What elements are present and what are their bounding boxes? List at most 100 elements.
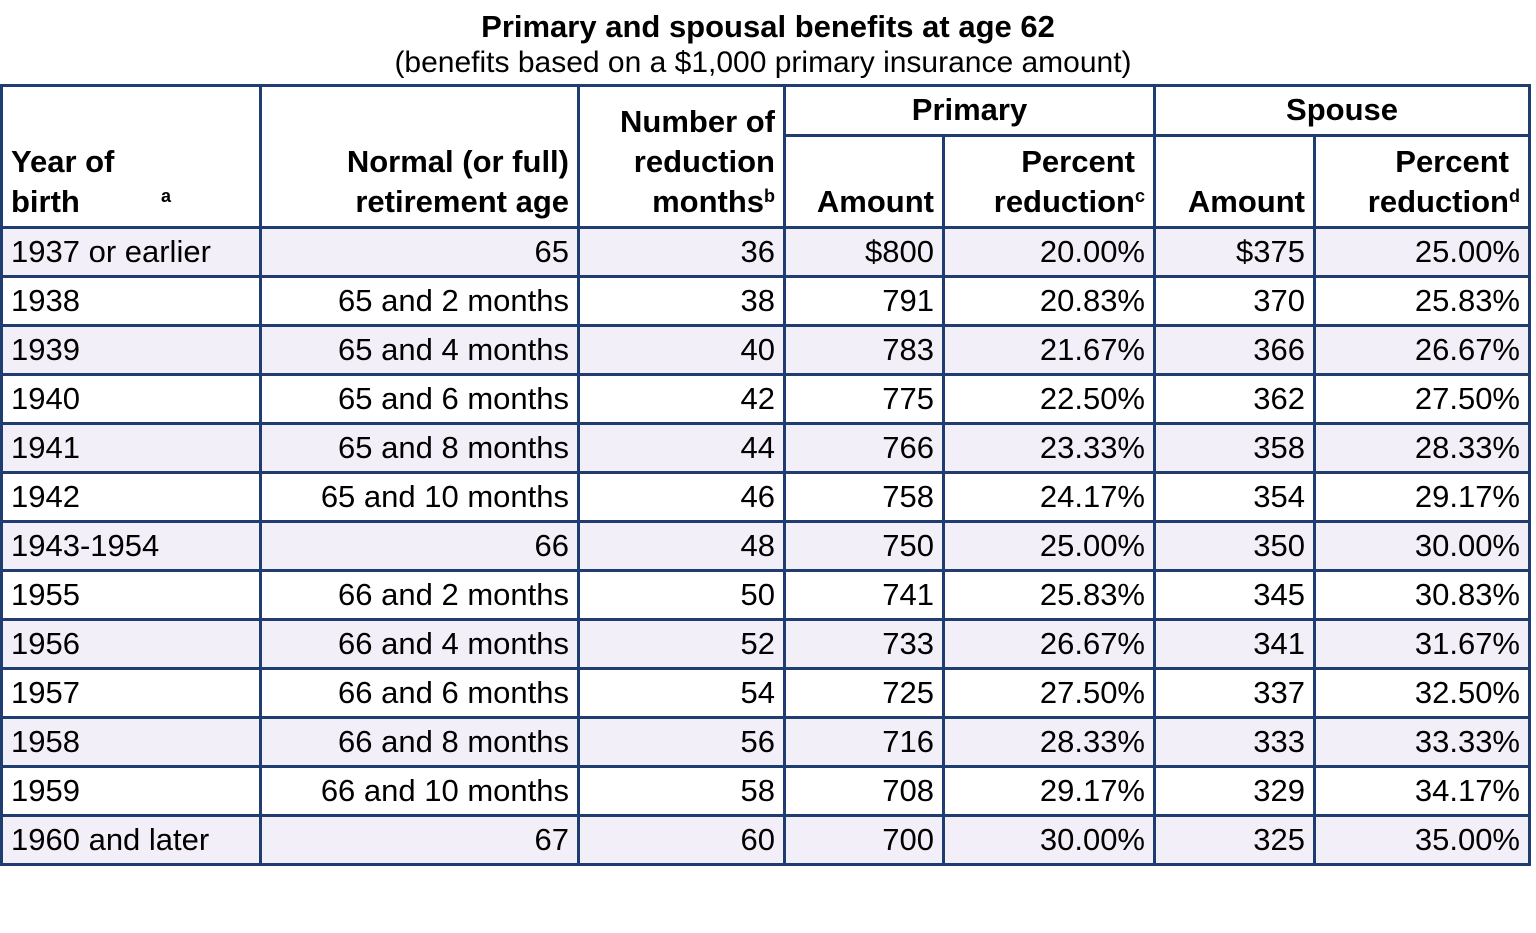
cell-retirement-age: 66 and 6 months	[259, 667, 580, 719]
header-spouse-percent: Percent reductiond	[1313, 134, 1531, 229]
cell-primary-amount: 700	[783, 814, 945, 866]
cell-retirement-age: 67	[259, 814, 580, 866]
cell-retirement-age: 65 and 10 months	[259, 471, 580, 523]
cell-primary-percent: 20.83%	[942, 275, 1156, 327]
cell-primary-amount: 750	[783, 520, 945, 572]
cell-year-of-birth: 1959	[0, 765, 262, 817]
cell-primary-amount: 758	[783, 471, 945, 523]
cell-year-of-birth: 1958	[0, 716, 262, 768]
table-row: 1958 66 and 8 months 56 716 28.33% 333 33.33%	[0, 716, 1531, 768]
table-row: 1943-1954 66 48 750 25.00% 350 30.00%	[0, 520, 1531, 572]
cell-primary-percent: 22.50%	[942, 373, 1156, 425]
cell-retirement-age: 65 and 8 months	[259, 422, 580, 474]
cell-spouse-percent: 28.33%	[1313, 422, 1531, 474]
header-reduction-months-label: Number of reduction months	[620, 104, 775, 219]
cell-retirement-age: 66 and 10 months	[259, 765, 580, 817]
cell-retirement-age: 66 and 4 months	[259, 618, 580, 670]
header-retirement-age: Normal (or full) retirement age	[259, 84, 580, 229]
footnote-c: c	[1134, 186, 1145, 206]
cell-primary-amount: 775	[783, 373, 945, 425]
header-spouse-amount: Amount	[1153, 134, 1316, 229]
cell-year-of-birth: 1939	[0, 324, 262, 376]
cell-primary-amount: 791	[783, 275, 945, 327]
cell-spouse-percent: 34.17%	[1313, 765, 1531, 817]
cell-year-of-birth: 1943-1954	[0, 520, 262, 572]
table-row: 1940 65 and 6 months 42 775 22.50% 362 27.50%	[0, 373, 1531, 425]
table-body: 1937 or earlier 65 36 $800 20.00% $375 25.00% 1…	[0, 226, 1531, 866]
cell-reduction-months: 52	[577, 618, 786, 670]
cell-retirement-age: 65 and 6 months	[259, 373, 580, 425]
cell-primary-percent: 28.33%	[942, 716, 1156, 768]
cell-year-of-birth: 1957	[0, 667, 262, 719]
cell-spouse-percent: 33.33%	[1313, 716, 1531, 768]
cell-primary-amount: 725	[783, 667, 945, 719]
cell-reduction-months: 46	[577, 471, 786, 523]
footnote-d: d	[1509, 186, 1520, 206]
cell-primary-amount: 733	[783, 618, 945, 670]
cell-primary-amount: 766	[783, 422, 945, 474]
cell-retirement-age: 65 and 2 months	[259, 275, 580, 327]
table-row: 1941 65 and 8 months 44 766 23.33% 358 28.33%	[0, 422, 1531, 474]
cell-reduction-months: 58	[577, 765, 786, 817]
cell-primary-percent: 24.17%	[942, 471, 1156, 523]
header-primary-percent: Percent reductionc	[942, 134, 1156, 229]
cell-retirement-age: 66 and 2 months	[259, 569, 580, 621]
header-primary: Primary	[783, 84, 1156, 137]
table-subtitle: (benefits based on a $1,000 primary insu…	[394, 46, 1132, 79]
cell-year-of-birth: 1937 or earlier	[0, 226, 262, 278]
cell-retirement-age: 66	[259, 520, 580, 572]
cell-year-of-birth: 1955	[0, 569, 262, 621]
table-row: 1939 65 and 4 months 40 783 21.67% 366 26.67%	[0, 324, 1531, 376]
table-header: Year of birth a Normal (or full) retireme…	[0, 84, 1531, 229]
cell-primary-percent: 21.67%	[942, 324, 1156, 376]
table-caption: Primary and spousal benefits at age 62 (…	[0, 8, 1536, 82]
cell-primary-amount: $800	[783, 226, 945, 278]
cell-spouse-amount: 350	[1153, 520, 1316, 572]
cell-spouse-amount: 345	[1153, 569, 1316, 621]
cell-reduction-months: 44	[577, 422, 786, 474]
cell-year-of-birth: 1938	[0, 275, 262, 327]
header-year-of-birth: Year of birth a	[0, 84, 262, 229]
table-row: 1957 66 and 6 months 54 725 27.50% 337 32.50%	[0, 667, 1531, 719]
cell-spouse-percent: 27.50%	[1313, 373, 1531, 425]
cell-spouse-amount: 329	[1153, 765, 1316, 817]
table-row: 1960 and later 67 60 700 30.00% 325 35.00%	[0, 814, 1531, 866]
cell-retirement-age: 65	[259, 226, 580, 278]
cell-reduction-months: 40	[577, 324, 786, 376]
cell-primary-amount: 708	[783, 765, 945, 817]
cell-retirement-age: 66 and 8 months	[259, 716, 580, 768]
cell-year-of-birth: 1940	[0, 373, 262, 425]
cell-reduction-months: 42	[577, 373, 786, 425]
cell-primary-percent: 27.50%	[942, 667, 1156, 719]
benefits-table: Year of birth a Normal (or full) retireme…	[0, 84, 1531, 866]
footnote-b: b	[764, 186, 775, 206]
cell-primary-percent: 26.67%	[942, 618, 1156, 670]
cell-spouse-amount: 354	[1153, 471, 1316, 523]
cell-primary-percent: 30.00%	[942, 814, 1156, 866]
cell-spouse-percent: 30.83%	[1313, 569, 1531, 621]
cell-spouse-amount: 366	[1153, 324, 1316, 376]
header-retirement-age-label: Normal (or full) retirement age	[346, 144, 569, 219]
header-year-of-birth-label: Year of birth	[11, 144, 115, 219]
cell-spouse-percent: 35.00%	[1313, 814, 1531, 866]
cell-spouse-percent: 26.67%	[1313, 324, 1531, 376]
cell-year-of-birth: 1941	[0, 422, 262, 474]
cell-primary-percent: 25.00%	[942, 520, 1156, 572]
cell-primary-amount: 783	[783, 324, 945, 376]
table-row: 1942 65 and 10 months 46 758 24.17% 354 29.17%	[0, 471, 1531, 523]
cell-year-of-birth: 1942	[0, 471, 262, 523]
cell-year-of-birth: 1960 and later	[0, 814, 262, 866]
cell-primary-percent: 29.17%	[942, 765, 1156, 817]
cell-reduction-months: 48	[577, 520, 786, 572]
header-primary-amount: Amount	[783, 134, 945, 229]
cell-reduction-months: 54	[577, 667, 786, 719]
cell-spouse-percent: 25.00%	[1313, 226, 1531, 278]
cell-primary-percent: 23.33%	[942, 422, 1156, 474]
cell-spouse-amount: $375	[1153, 226, 1316, 278]
cell-spouse-percent: 30.00%	[1313, 520, 1531, 572]
header-spouse: Spouse	[1153, 84, 1531, 137]
cell-year-of-birth: 1956	[0, 618, 262, 670]
cell-spouse-percent: 29.17%	[1313, 471, 1531, 523]
cell-spouse-percent: 31.67%	[1313, 618, 1531, 670]
cell-reduction-months: 50	[577, 569, 786, 621]
